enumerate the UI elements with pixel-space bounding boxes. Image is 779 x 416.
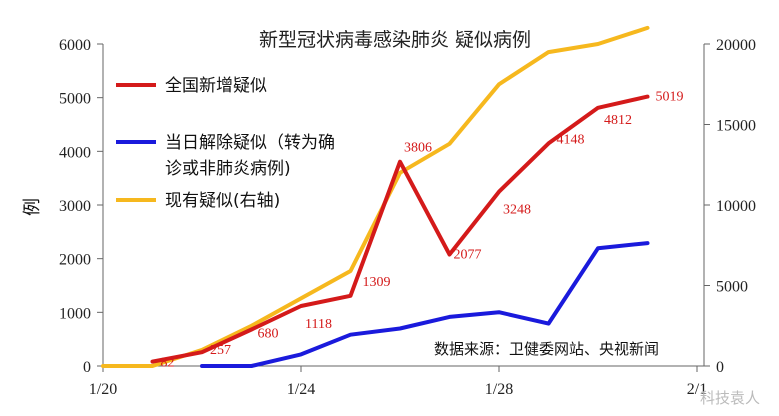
x-tick-label: 1/20 [89, 381, 117, 398]
y-tick-label: 2000 [59, 252, 91, 269]
data-label: 2077 [454, 248, 482, 263]
series-line-1 [200, 241, 650, 368]
legend-label: 诊或非肺炎病例) [165, 159, 291, 179]
y2-tick-label: 10000 [716, 198, 756, 215]
x-tick-label: 2/1 [687, 381, 707, 398]
data-label: 1309 [363, 275, 391, 290]
data-label: 5019 [656, 90, 684, 105]
data-label: 82 [161, 356, 175, 371]
series-line-0 [150, 94, 650, 364]
data-label: 1118 [305, 317, 332, 332]
y-tick-label: 1000 [59, 305, 91, 322]
y2-tick-label: 5000 [716, 279, 748, 296]
data-labels: 82 257 680 1118 1309 3806 2077 3248 4148 4812 5019 [161, 90, 684, 371]
y-axis-label: 例 [22, 198, 43, 216]
legend-label: 全国新增疑似 [165, 76, 267, 96]
y2-tick-label: 15000 [716, 118, 756, 135]
axes: 0 1000 2000 3000 4000 5000 6000 0 5000 10000 15000… [59, 37, 756, 398]
data-label: 4812 [604, 113, 632, 128]
chart-title: 新型冠状病毒感染肺炎 疑似病例 [259, 29, 531, 51]
y-tick-label: 6000 [59, 37, 91, 54]
series-lines [101, 25, 650, 368]
y2-tick-label: 0 [716, 359, 724, 376]
x-tick-label: 1/24 [287, 381, 315, 398]
legend-label: 现有疑似(右轴) [165, 191, 280, 211]
y-tick-label: 0 [83, 359, 91, 376]
data-label: 4148 [557, 132, 585, 147]
source-note: 数据来源：卫健委网站、央视新闻 [434, 340, 659, 358]
x-tick-label: 1/28 [485, 381, 513, 398]
watermark: 科技袁人 [700, 389, 760, 407]
data-label: 3248 [503, 203, 531, 218]
y-tick-label: 4000 [59, 144, 91, 161]
data-label: 3806 [404, 141, 432, 156]
legend-label: 当日解除疑似（转为确 [165, 133, 335, 153]
y-tick-label: 5000 [59, 91, 91, 108]
y2-tick-label: 20000 [716, 37, 756, 54]
y-tick-label: 3000 [59, 198, 91, 215]
data-label: 257 [210, 343, 231, 358]
data-label: 680 [258, 327, 279, 342]
